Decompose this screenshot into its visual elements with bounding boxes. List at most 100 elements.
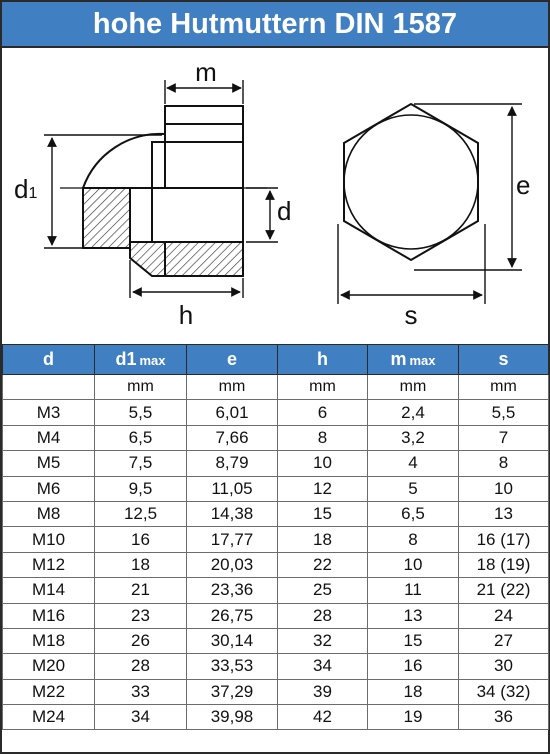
table-cell: 10: [458, 475, 549, 502]
unit-cell: mm: [94, 373, 187, 401]
side-view: [60, 105, 267, 277]
label-d: d: [277, 196, 291, 226]
column-header: h: [277, 344, 368, 375]
unit-cell: mm: [186, 373, 278, 401]
column-header-qualifier: max: [139, 353, 166, 368]
table-cell: 22: [277, 551, 368, 579]
table-row: M16 23 26,75 28 13 24: [2, 602, 549, 629]
technical-drawing: m d1 d h: [2, 48, 548, 344]
table-cell: 18: [277, 526, 368, 553]
table-cell: 13: [367, 602, 459, 629]
page-title: hohe Hutmuttern DIN 1587: [2, 2, 548, 48]
dimension-d: [246, 187, 278, 243]
table-row: M4 6,5 7,66 8 3,2 7: [2, 424, 549, 452]
column-header: s: [458, 344, 549, 375]
table-cell: 20,03: [186, 551, 278, 579]
nut-body: [151, 141, 244, 189]
table-cell: 26: [94, 627, 187, 655]
table-cell: 7: [458, 424, 549, 452]
table-cell: 33,53: [186, 653, 278, 680]
table-cell: 39: [277, 678, 368, 706]
table-cell: 8: [367, 526, 459, 553]
unit-cell: mm: [367, 373, 459, 401]
dimension-d1: [44, 134, 162, 249]
table-cell: 10: [277, 450, 368, 477]
table-header-row: d d1 max e h m max s: [2, 344, 549, 375]
table-row: M14 21 23,36 25 11 21 (22): [2, 577, 549, 604]
table-cell: 24: [458, 602, 549, 629]
table-cell: 14,38: [186, 500, 278, 528]
table-cell: M22: [2, 678, 95, 706]
table-cell: M16: [2, 602, 95, 629]
dimension-e: [414, 103, 522, 271]
table-row: M3 5,5 6,01 6 2,4 5,5: [2, 399, 549, 426]
table-cell: 15: [277, 500, 368, 528]
table-row: M22 33 37,29 39 18 34 (32): [2, 678, 549, 706]
table-cell: 26,75: [186, 602, 278, 629]
table-cell: 27: [458, 627, 549, 655]
table-cell: M10: [2, 526, 95, 553]
table-cell: 6,5: [367, 500, 459, 528]
column-header-qualifier: max: [409, 353, 436, 368]
table-row: M5 7,5 8,79 10 4 8: [2, 450, 549, 477]
label-s: s: [405, 300, 418, 330]
column-header-label: e: [226, 349, 237, 369]
label-e: e: [516, 170, 530, 200]
table-cell: M18: [2, 627, 95, 655]
dome-section-hatch: [82, 187, 131, 249]
table-cell: 33: [94, 678, 187, 706]
units-row: mm mm mm mm mm: [2, 373, 549, 401]
label-d1: d1: [14, 174, 37, 204]
column-header-label: d: [43, 349, 54, 369]
table-cell: 6: [277, 399, 368, 426]
column-header-label: m: [390, 349, 407, 369]
column-header: e: [186, 344, 278, 375]
unit-cell: mm: [458, 373, 549, 401]
table-cell: 25: [277, 577, 368, 604]
table-cell: 8: [277, 424, 368, 452]
table-cell: 37,29: [186, 678, 278, 706]
table-cell: M3: [2, 399, 95, 426]
table-cell: 6,01: [186, 399, 278, 426]
dimension-m: [164, 80, 244, 104]
column-header-label: s: [498, 349, 509, 369]
table-cell: 7,5: [94, 450, 187, 477]
table-cell: 28: [277, 602, 368, 629]
table-row: M20 28 33,53 34 16 30: [2, 653, 549, 680]
table-row: M12 18 20,03 22 10 18 (19): [2, 551, 549, 579]
table-row: M18 26 30,14 32 15 27: [2, 627, 549, 655]
column-header-label: h: [317, 349, 328, 369]
table-cell: 30: [458, 653, 549, 680]
table-cell: 16: [94, 526, 187, 553]
table-cell: 12,5: [94, 500, 187, 528]
table-cell: 5,5: [458, 399, 549, 426]
table-cell: 11,05: [186, 475, 278, 502]
table-cell: 18: [94, 551, 187, 579]
unit-cell: mm: [277, 373, 368, 401]
table-cell: M8: [2, 500, 95, 528]
table-cell: 16: [367, 653, 459, 680]
table-cell: 36: [458, 704, 549, 731]
table-cell: 23,36: [186, 577, 278, 604]
table-cell: 28: [94, 653, 187, 680]
unit-cell: [2, 373, 95, 401]
table-cell: 9,5: [94, 475, 187, 502]
table-cell: M20: [2, 653, 95, 680]
table-cell: 5,5: [94, 399, 187, 426]
table-cell: 13: [458, 500, 549, 528]
table-cell: 6,5: [94, 424, 187, 452]
table-cell: 10: [367, 551, 459, 579]
table-cell: 34: [94, 704, 187, 731]
table-cell: 5: [367, 475, 459, 502]
table-cell: M14: [2, 577, 95, 604]
table-cell: 16 (17): [458, 526, 549, 553]
table-cell: 8,79: [186, 450, 278, 477]
table-cell: 2,4: [367, 399, 459, 426]
table-cell: 19: [367, 704, 459, 731]
table-cell: 39,98: [186, 704, 278, 731]
table-cell: M12: [2, 551, 95, 579]
column-header-label: d1: [115, 349, 137, 369]
hexagon-outline: [343, 102, 479, 262]
table-cell: 18 (19): [458, 551, 549, 579]
